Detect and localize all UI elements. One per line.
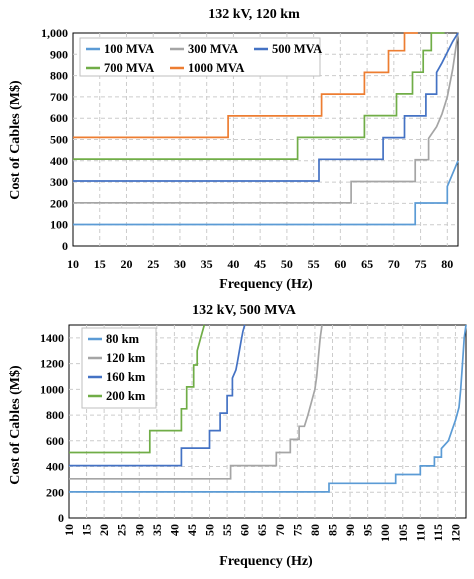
top-ytick-label: 300	[50, 175, 68, 189]
top-ytick-label: 100	[50, 218, 68, 232]
top-xtick-label: 40	[227, 257, 239, 271]
bottom-xtick-label: 90	[343, 524, 357, 536]
top-xtick-label: 60	[334, 257, 346, 271]
top-xtick-label: 65	[361, 257, 373, 271]
top-ytick-label: 200	[50, 196, 68, 210]
bottom-xtick-label: 35	[150, 524, 164, 536]
bottom-ytick-label: 1400	[40, 331, 64, 345]
bottom-ytick-label: 0	[58, 511, 64, 525]
top-xtick-label: 75	[415, 257, 427, 271]
chart-top-ylabel: Cost of Cables (M$)	[8, 80, 23, 200]
bottom-xtick-label: 85	[325, 524, 339, 536]
chart-bottom-title: 132 kV, 500 MVA	[192, 303, 297, 318]
top-xtick-label: 35	[201, 257, 213, 271]
bottom-xtick-label: 70	[273, 524, 287, 536]
bottom-xtick-label: 25	[115, 524, 129, 536]
top-series-line-500-mva	[73, 32, 459, 182]
bottom-xtick-label: 30	[132, 524, 146, 536]
bottom-xtick-label: 75	[290, 524, 304, 536]
top-series-line-1000-mva	[73, 32, 418, 139]
chart-bottom-ylabel: Cost of Cables (M$)	[8, 365, 23, 485]
bottom-xtick-label: 20	[97, 524, 111, 536]
chart-bottom-xlabel: Frequency (Hz)	[219, 554, 313, 569]
top-xtick-label: 20	[120, 257, 132, 271]
bottom-xtick-label: 10	[62, 524, 76, 536]
bottom-ytick-label: 1000	[40, 382, 64, 396]
top-ytick-label: 700	[50, 90, 68, 104]
bottom-xtick-label: 65	[255, 524, 269, 536]
bottom-xtick-label: 50	[203, 524, 217, 536]
top-legend-label: 1000 MVA	[188, 61, 244, 75]
top-xtick-label: 25	[147, 257, 159, 271]
bottom-xtick-label: 55	[220, 524, 234, 536]
bottom-xtick-label: 45	[185, 524, 199, 536]
bottom-xtick-label: 95	[361, 524, 375, 536]
bottom-series-line-160-km	[69, 324, 246, 467]
top-xtick-label: 50	[281, 257, 293, 271]
bottom-ytick-label: 800	[46, 408, 64, 422]
top-legend-label: 700 MVA	[104, 61, 154, 75]
top-xtick-label: 15	[94, 257, 106, 271]
bottom-series-line-200-km	[69, 324, 206, 454]
bottom-legend-label: 120 km	[106, 351, 146, 365]
chart-top: 132 kV, 120 km Frequency (Hz) Cost of Ca…	[8, 7, 459, 292]
top-xtick-label: 45	[254, 257, 266, 271]
bottom-legend-label: 160 km	[106, 370, 146, 384]
bottom-series-line-80-km	[69, 324, 467, 493]
bottom-legend-box	[81, 327, 157, 409]
bottom-legend-label: 80 km	[106, 332, 140, 346]
top-ytick-label: 600	[50, 111, 68, 125]
bottom-xtick-label: 105	[396, 524, 410, 542]
top-ytick-label: 900	[50, 47, 68, 61]
top-series-line-700-mva	[73, 32, 445, 160]
top-xtick-label: 10	[67, 257, 79, 271]
chart-top-title: 132 kV, 120 km	[208, 7, 300, 22]
top-xtick-label: 30	[174, 257, 186, 271]
top-ytick-label: 500	[50, 133, 68, 147]
top-legend-label: 300 MVA	[188, 42, 238, 56]
chart-bottom: 132 kV, 500 MVA Frequency (Hz) Cost of C…	[8, 303, 467, 569]
bottom-legend-label: 200 km	[106, 389, 146, 403]
bottom-xtick-label: 115	[431, 524, 445, 541]
bottom-ytick-label: 200	[46, 485, 64, 499]
top-legend-label: 100 MVA	[104, 42, 154, 56]
top-xtick-label: 70	[388, 257, 400, 271]
bottom-xtick-label: 80	[308, 524, 322, 536]
bottom-ytick-label: 400	[46, 460, 64, 474]
top-legend-label: 500 MVA	[272, 42, 322, 56]
top-ytick-label: 800	[50, 69, 68, 83]
bottom-xtick-label: 110	[413, 524, 427, 541]
chart-top-xlabel: Frequency (Hz)	[219, 277, 313, 292]
top-ytick-label: 0	[62, 239, 68, 253]
bottom-xtick-label: 15	[80, 524, 94, 536]
top-ytick-label: 400	[50, 154, 68, 168]
bottom-xtick-label: 120	[448, 524, 462, 542]
bottom-xtick-label: 100	[378, 524, 392, 542]
top-series-line-100-mva	[73, 160, 459, 226]
top-legend-box	[79, 37, 321, 77]
bottom-xtick-label: 40	[167, 524, 181, 536]
bottom-xtick-label: 60	[238, 524, 252, 536]
top-series-line-300-mva	[73, 32, 459, 204]
bottom-series-line-120-km	[69, 324, 323, 480]
top-xtick-label: 80	[441, 257, 453, 271]
top-xtick-label: 55	[308, 257, 320, 271]
bottom-ytick-label: 1200	[40, 357, 64, 371]
top-ytick-label: 1,000	[41, 26, 68, 40]
bottom-ytick-label: 600	[46, 434, 64, 448]
